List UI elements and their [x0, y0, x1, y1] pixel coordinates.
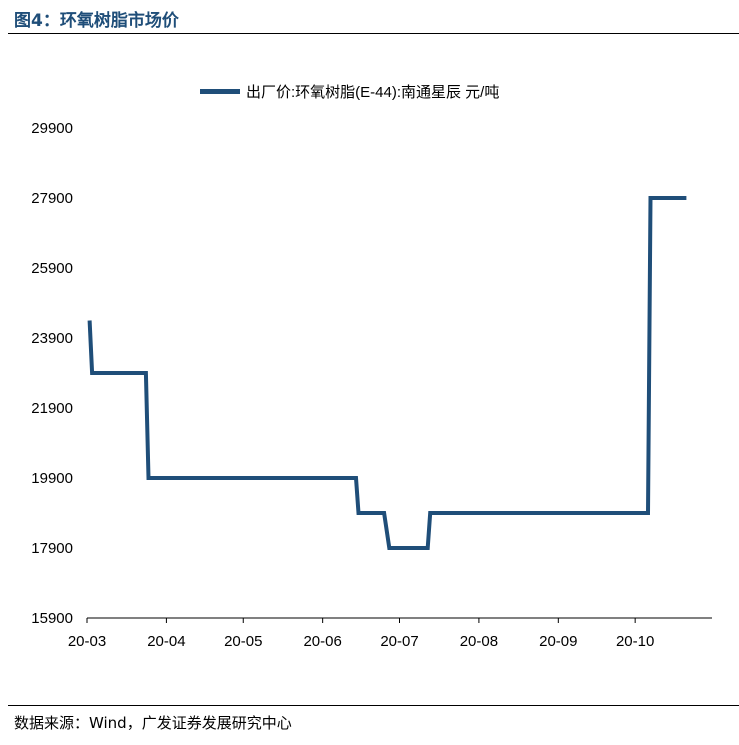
- figure-title: 图4：环氧树脂市场价: [14, 11, 179, 31]
- y-tick-label: 25900: [31, 260, 73, 277]
- x-tick-label: 20-07: [380, 633, 418, 650]
- top-divider: [8, 33, 739, 34]
- legend-label: 出厂价:环氧树脂(E-44):南通星辰 元/吨: [246, 84, 500, 101]
- x-tick-label: 20-05: [224, 633, 262, 650]
- y-tick-label: 23900: [31, 330, 73, 347]
- x-tick-label: 20-09: [539, 633, 577, 650]
- source-note: 数据来源：Wind，广发证券发展研究中心: [14, 714, 292, 732]
- x-tick-label: 20-04: [147, 633, 185, 650]
- legend-swatch: [200, 89, 240, 94]
- y-tick-label: 27900: [31, 190, 73, 207]
- y-tick-label: 21900: [31, 400, 73, 417]
- y-tick-label: 19900: [31, 470, 73, 487]
- x-tick-label: 20-06: [303, 633, 341, 650]
- y-tick-label: 29900: [31, 120, 73, 137]
- y-tick-label: 17900: [31, 540, 73, 557]
- bottom-divider: [8, 705, 739, 706]
- x-tick-label: 20-08: [460, 633, 498, 650]
- line-chart: 15900 17900 19900 21900 23900 25900 27900 29900…: [31, 120, 712, 650]
- y-tick-label: 15900: [31, 610, 73, 627]
- legend: 出厂价:环氧树脂(E-44):南通星辰 元/吨: [200, 81, 499, 102]
- x-tick-label: 20-10: [616, 633, 654, 650]
- series-line-0: [87, 196, 687, 550]
- x-tick-label: 20-03: [68, 633, 106, 650]
